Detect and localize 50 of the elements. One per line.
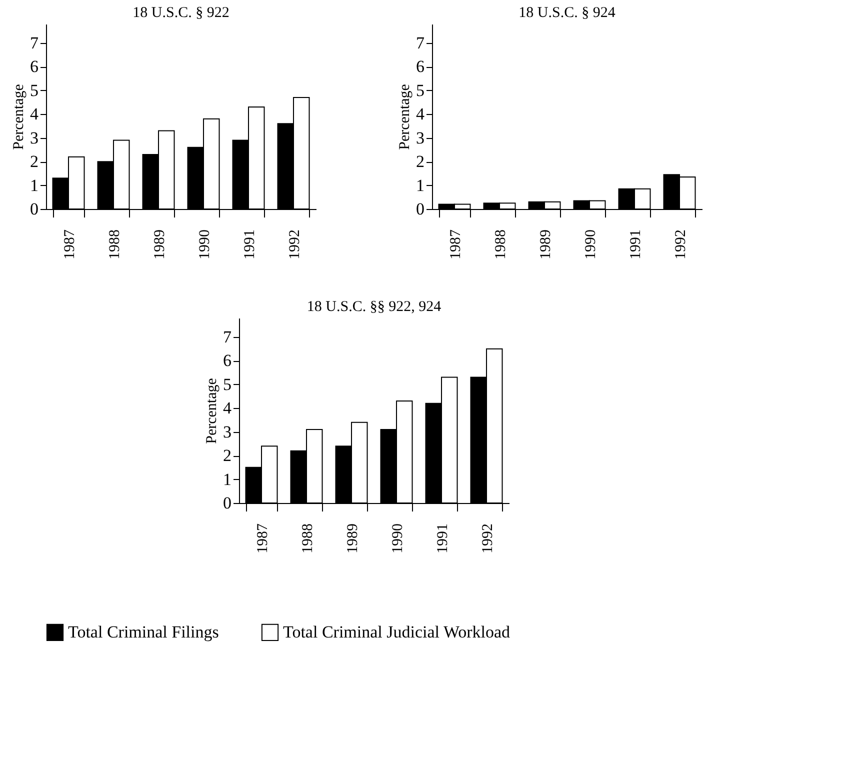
x-tick-label: 1989: [538, 230, 554, 260]
y-axis-title: Percentage: [11, 84, 27, 150]
y-tick-label: 4: [223, 398, 232, 418]
x-tick-label: 1990: [197, 230, 213, 260]
y-tick-label: 1: [30, 176, 38, 195]
y-tick-label: 4: [416, 104, 425, 124]
x-tick-label: 1991: [628, 230, 644, 260]
chart-title: 18 U.S.C. §§ 922, 924: [306, 299, 442, 315]
y-tick-label: 3: [416, 128, 424, 148]
y-axis-title: Percentage: [204, 378, 220, 444]
x-tick-label: 1988: [300, 524, 316, 554]
y-tick-label: 7: [223, 327, 232, 346]
y-tick-label: 1: [223, 470, 232, 489]
y-tick-label: 5: [223, 374, 232, 394]
x-tick-label: 1988: [493, 230, 509, 260]
x-tick-label: 1992: [673, 230, 689, 260]
x-tick-label: 1987: [62, 229, 78, 260]
y-tick-label: 0: [30, 200, 38, 218]
x-tick-label: 1992: [480, 524, 496, 554]
y-tick-label: 2: [30, 152, 38, 172]
x-tick-label: 1989: [152, 230, 168, 260]
y-tick-label: 3: [30, 128, 38, 148]
y-tick-label: 6: [30, 57, 38, 76]
y-tick-label: 6: [416, 57, 424, 76]
y-tick-label: 7: [416, 33, 425, 52]
x-tick-label: 1987: [448, 229, 464, 260]
y-tick-label: 2: [223, 446, 232, 466]
x-tick-label: 1987: [255, 523, 271, 554]
x-tick-label: 1991: [242, 230, 258, 260]
x-tick-label: 1988: [107, 230, 123, 260]
y-axis-title: Percentage: [397, 84, 413, 150]
chart-title: 18 U.S.C. § 922: [132, 5, 230, 21]
x-tick-label: 1990: [390, 524, 406, 554]
y-tick-label: 7: [30, 33, 39, 52]
y-tick-label: 2: [416, 152, 424, 172]
y-tick-label: 3: [223, 422, 232, 442]
legend-label: Total Criminal Filings: [68, 622, 219, 642]
y-tick-label: 5: [30, 80, 38, 100]
y-tick-label: 5: [416, 80, 424, 100]
x-tick-label: 1989: [345, 524, 361, 554]
chart-title: 18 U.S.C. § 924: [518, 5, 616, 21]
x-tick-label: 1990: [583, 230, 599, 260]
legend-label: Total Criminal Judicial Workload: [283, 622, 511, 642]
x-tick-label: 1991: [435, 524, 451, 554]
y-tick-label: 4: [30, 104, 39, 124]
y-tick-label: 1: [416, 176, 424, 195]
y-tick-label: 6: [223, 351, 232, 370]
y-tick-label: 0: [223, 494, 232, 512]
y-tick-label: 0: [416, 200, 424, 218]
x-tick-label: 1992: [287, 230, 303, 260]
